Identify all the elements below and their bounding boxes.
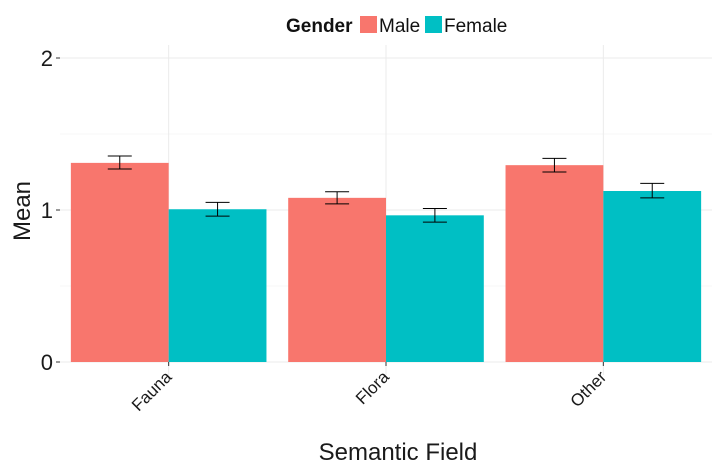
x-tick-label-fauna: Fauna — [128, 367, 176, 415]
error-bar-flora-male — [325, 191, 350, 205]
error-bar-other-male — [542, 157, 567, 173]
error-bar-fauna-male — [107, 155, 132, 170]
x-tick-label-flora: Flora — [352, 367, 393, 408]
y-axis: 0 1 2 — [41, 46, 60, 375]
legend: Gender Male Female — [286, 16, 507, 37]
error-bar-other-female — [640, 182, 665, 199]
bar-fauna-male — [70, 162, 169, 362]
error-bar-flora-female — [422, 207, 447, 223]
bar-fauna-female — [168, 209, 267, 362]
bar-other-female — [603, 191, 702, 362]
bars — [70, 162, 702, 362]
y-axis-title: Mean — [9, 181, 36, 241]
y-tick-label: 0 — [41, 350, 53, 375]
bar-flora-male — [288, 197, 386, 362]
error-bar-fauna-female — [205, 201, 230, 217]
legend-label-male: Male — [379, 16, 420, 37]
x-axis-title: Semantic Field — [319, 439, 478, 462]
error-bars — [107, 155, 665, 223]
legend-label-female: Female — [444, 16, 507, 37]
legend-key-male — [360, 16, 377, 33]
y-tick-label: 2 — [41, 46, 53, 71]
bar-flora-female — [386, 215, 484, 362]
x-axis: Fauna Flora Other — [128, 362, 610, 415]
y-tick-label: 1 — [41, 198, 53, 223]
legend-key-female — [425, 16, 442, 33]
bar-other-male — [505, 165, 604, 362]
legend-title: Gender — [286, 16, 353, 37]
